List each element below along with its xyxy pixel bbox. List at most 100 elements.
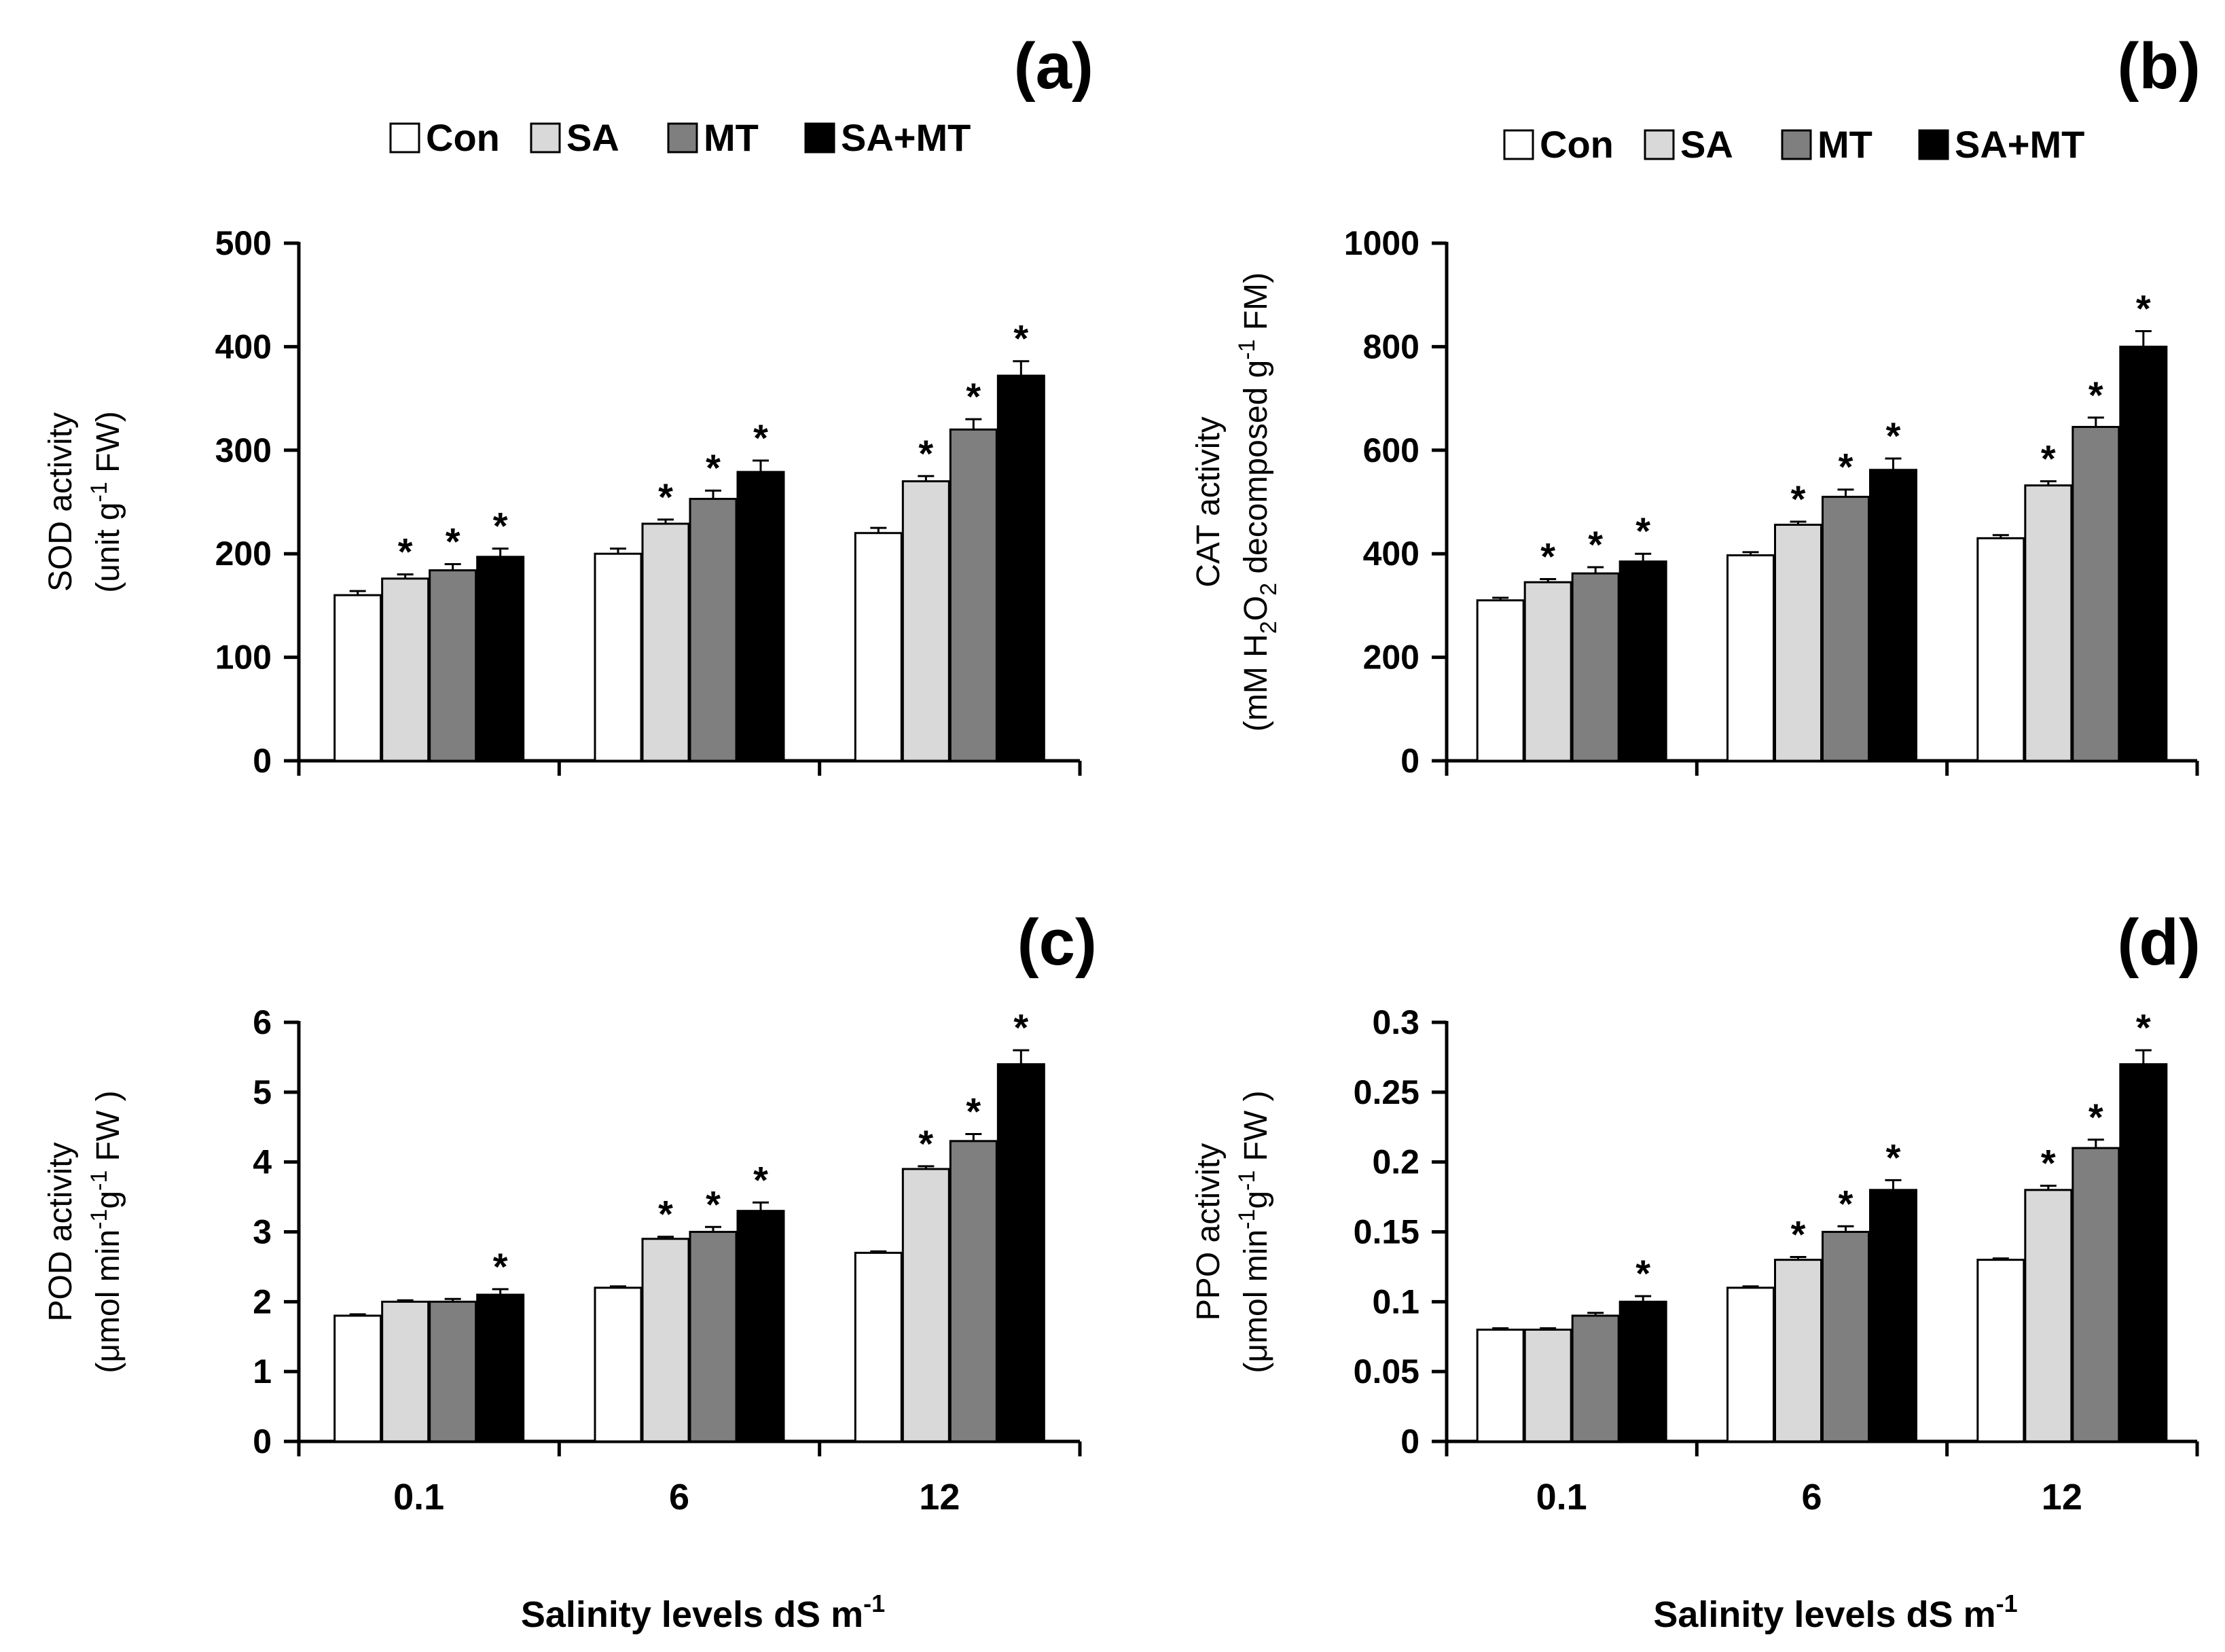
x-axis-label: Salinity levels dS m-1 [521, 1590, 885, 1635]
bar-sa [901, 480, 950, 762]
bar-mt [1571, 572, 1620, 762]
y-tick-label: 200 [215, 535, 272, 573]
significance-marker: * [1013, 1006, 1028, 1049]
legend-label: SA+MT [1955, 123, 2084, 166]
legend-label: SA+MT [841, 116, 971, 159]
y-tick-label: 400 [1363, 535, 1419, 573]
legend-label: MT [1817, 123, 1873, 166]
y-tick-label: 0 [253, 742, 272, 780]
bar-con [1726, 554, 1775, 762]
bar-sa [1523, 1328, 1572, 1443]
bar-mt [949, 1140, 998, 1443]
significance-marker: * [2136, 287, 2151, 330]
significance-marker: * [2088, 1096, 2103, 1138]
bar-mt [1571, 1314, 1620, 1443]
bar-sa [1523, 581, 1572, 762]
bar-sa-mt [996, 374, 1045, 762]
significance-marker: * [1540, 535, 1555, 578]
bar-con [1476, 1328, 1525, 1443]
panel-label: (c) [1017, 906, 1097, 979]
y-tick-label: 500 [215, 224, 272, 262]
y-tick-label: 6 [253, 1003, 272, 1041]
bar-sa-mt [1618, 1300, 1667, 1443]
bar-sa [2024, 1189, 2073, 1443]
significance-marker: * [658, 1193, 673, 1236]
panel-label: (d) [2117, 906, 2201, 979]
bar-con [854, 1251, 903, 1443]
y-tick-label: 0.2 [1372, 1143, 1419, 1181]
bar-mt [2072, 426, 2120, 762]
y-tick-label: 0 [253, 1422, 272, 1460]
bar-con [1476, 599, 1525, 762]
significance-marker: * [1791, 478, 1806, 520]
bar-con [333, 1314, 382, 1443]
y-axis-label: POD activity [43, 1142, 79, 1321]
significance-marker: * [966, 375, 981, 418]
bar-sa-mt [1618, 560, 1667, 762]
legend-label: Con [426, 116, 500, 159]
significance-marker: * [706, 446, 721, 489]
x-tick-label: 12 [919, 1477, 960, 1518]
significance-marker: * [918, 1122, 933, 1165]
significance-marker: * [1886, 1136, 1901, 1179]
significance-marker: * [1635, 1252, 1650, 1295]
x-axis-label: Salinity levels dS m-1 [1653, 1590, 2017, 1635]
bar-sa-mt [1869, 469, 1917, 762]
y-tick-label: 1 [253, 1352, 272, 1390]
legend-label: SA [566, 116, 619, 159]
bar-con [333, 594, 382, 762]
legend: Con SA MT SA+MT [389, 116, 971, 159]
significance-marker: * [706, 1183, 721, 1225]
y-axis-label: PPO activity [1191, 1143, 1227, 1321]
y-tick-label: 0.1 [1372, 1282, 1419, 1321]
bar-mt [1822, 495, 1870, 762]
y-tick-label: 0.05 [1354, 1352, 1419, 1390]
bar-sa [381, 577, 430, 762]
bar-sa-mt [1869, 1189, 1917, 1443]
significance-marker: * [1013, 317, 1028, 360]
y-tick-label: 1000 [1344, 224, 1419, 262]
y-tick-label: 400 [215, 327, 272, 365]
significance-marker: * [446, 520, 460, 562]
chart-panel-b: (b) 0 200 400 600 800 1000 * * * * * * * * * CAT activit… [1191, 30, 2201, 780]
legend-swatch-mt [667, 122, 698, 154]
significance-marker: * [658, 475, 673, 518]
y-tick-label: 3 [253, 1213, 272, 1251]
bar-sa [641, 1238, 690, 1443]
y-tick-label: 0.15 [1354, 1213, 1419, 1251]
legend-label: SA [1680, 123, 1733, 166]
y-axis-label: CAT activity [1191, 416, 1227, 588]
y-tick-label: 0 [1400, 742, 1419, 780]
bar-sa [2024, 484, 2073, 762]
legend-swatch-con [389, 122, 420, 154]
legend-swatch-sa-mt [1918, 129, 1949, 160]
significance-marker: * [1839, 446, 1853, 488]
y-tick-label: 0.3 [1372, 1003, 1419, 1041]
bar-sa [1774, 1259, 1822, 1443]
significance-marker: * [1588, 523, 1603, 566]
y-tick-label: 200 [1363, 639, 1419, 677]
bar-sa-mt [996, 1063, 1045, 1443]
y-tick-label: 600 [1363, 431, 1419, 469]
y-axis-label-units: (unit g-1​ FW) [86, 411, 126, 593]
bar-sa [901, 1168, 950, 1443]
panel-label: (a) [1014, 30, 1093, 103]
legend-swatch-sa [1644, 129, 1675, 160]
bar-sa-mt [476, 556, 525, 762]
bar-sa [1774, 524, 1822, 762]
bar-con [1976, 537, 2025, 762]
significance-marker: * [2136, 1006, 2151, 1049]
bar-sa-mt [736, 1210, 785, 1443]
significance-marker: * [753, 1158, 768, 1201]
bar-con [854, 532, 903, 762]
significance-marker: * [966, 1090, 981, 1133]
y-tick-label: 0 [1400, 1422, 1419, 1460]
bar-con [1976, 1259, 2025, 1443]
y-tick-label: 100 [215, 639, 272, 677]
significance-marker: * [1635, 509, 1650, 552]
legend-label: Con [1540, 123, 1614, 166]
y-axis-label-units: (μmol min-1​g-1​ FW ) [1234, 1090, 1274, 1373]
y-tick-label: 2 [253, 1282, 272, 1321]
